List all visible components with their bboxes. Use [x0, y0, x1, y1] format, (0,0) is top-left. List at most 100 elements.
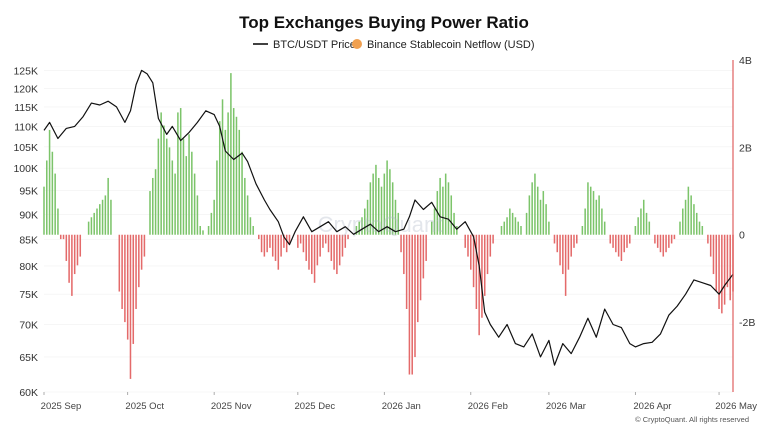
netflow-bar: [347, 234, 349, 240]
netflow-bar: [361, 217, 363, 235]
netflow-bar: [525, 212, 528, 235]
netflow-bar: [252, 226, 254, 235]
netflow-bar: [712, 234, 715, 275]
netflow-bar: [285, 234, 288, 253]
netflow-bar: [542, 191, 545, 235]
x-tick-label: 2026 Jan: [382, 401, 421, 412]
y-right-tick-label: 2B: [739, 142, 752, 154]
y-right-tick-label: -2B: [739, 317, 755, 329]
netflow-bar: [576, 234, 578, 244]
netflow-bar: [626, 234, 628, 248]
netflow-bar: [442, 186, 444, 235]
netflow-bar: [481, 234, 483, 318]
netflow-bar: [422, 234, 425, 279]
netflow-bar: [564, 234, 567, 296]
netflow-bar: [701, 226, 704, 235]
netflow-bar: [283, 234, 285, 248]
legend-netflow-label: Binance Stablecoin Netflow (USD): [367, 39, 535, 51]
y-left-tick-label: 105K: [13, 142, 38, 154]
netflow-bar: [584, 208, 586, 235]
netflow-bar: [665, 234, 667, 253]
netflow-bar: [330, 234, 333, 261]
netflow-bar: [545, 204, 547, 235]
netflow-bar: [425, 234, 427, 261]
left-axis-ticks: 60K 65K 70K 75K 80K 85K 90K 95K 100K 105K 110K 115K…: [13, 65, 38, 399]
netflow-bar: [274, 234, 277, 261]
netflow-bar: [528, 195, 531, 235]
netflow-bar: [514, 217, 517, 235]
y-left-tick-label: 100K: [13, 163, 38, 175]
x-tick-label: 2025 Dec: [294, 401, 335, 412]
netflow-bar: [642, 199, 645, 235]
netflow-bar: [269, 234, 271, 248]
netflow-bar: [464, 234, 466, 248]
netflow-bar: [536, 186, 539, 235]
netflow-bar: [489, 234, 492, 257]
y-left-tick-label: 115K: [14, 102, 38, 114]
netflow-bar: [299, 234, 302, 244]
netflow-bar: [450, 195, 453, 235]
netflow-bar: [695, 212, 698, 235]
netflow-bar: [43, 186, 45, 235]
legend-dot-marker: [352, 39, 362, 49]
netflow-bar: [589, 186, 592, 235]
y-right-tick-label: 0: [739, 230, 745, 242]
netflow-bar: [693, 204, 695, 235]
netflow-bar: [118, 234, 121, 292]
netflow-bar: [249, 217, 252, 235]
netflow-bar: [110, 199, 112, 235]
netflow-bar: [729, 234, 731, 301]
netflow-bar: [366, 199, 369, 235]
netflow-bar: [135, 234, 137, 309]
y-left-tick-label: 70K: [19, 320, 38, 332]
netflow-bar: [682, 208, 684, 235]
netflow-bar: [511, 212, 514, 235]
netflow-bar: [163, 125, 165, 235]
netflow-bar: [280, 234, 282, 257]
netflow-bar: [171, 160, 174, 235]
netflow-bar: [570, 234, 572, 257]
netflow-bar: [640, 208, 642, 235]
netflow-bar: [87, 221, 90, 235]
netflow-bar: [726, 234, 729, 288]
x-tick-label: 2026 Apr: [633, 401, 671, 412]
x-tick-label: 2025 Nov: [211, 401, 252, 412]
netflow-bar: [444, 173, 447, 235]
netflow-bar: [99, 204, 101, 235]
netflow-bar: [656, 234, 659, 248]
netflow-bar: [503, 221, 506, 235]
x-tick-label: 2025 Oct: [125, 401, 164, 412]
netflow-bar: [57, 208, 59, 235]
netflow-bar: [336, 234, 338, 275]
netflow-bar: [277, 234, 280, 270]
netflow-bar: [456, 226, 458, 235]
netflow-bar: [126, 234, 129, 340]
right-axis-ticks: 4B 2B 0 -2B: [739, 55, 755, 329]
netflow-bar: [648, 221, 651, 235]
netflow-bar: [246, 195, 249, 235]
netflow-bar: [411, 234, 413, 375]
netflow-bar: [185, 156, 188, 235]
y-left-tick-label: 90K: [19, 209, 38, 221]
netflow-bar: [338, 234, 341, 266]
netflow-bar: [380, 186, 383, 235]
netflow-bar: [168, 147, 171, 235]
netflow-bar: [394, 199, 397, 235]
netflow-bar: [308, 234, 310, 270]
netflow-bar: [182, 138, 185, 235]
chart-title: Top Exchanges Buying Power Ratio: [239, 13, 529, 32]
netflow-bar: [668, 234, 670, 248]
netflow-bar: [587, 182, 589, 235]
netflow-bar: [581, 226, 584, 235]
netflow-bar: [154, 169, 157, 235]
netflow-bar: [372, 173, 374, 235]
netflow-bar: [615, 234, 617, 253]
netflow-bar: [718, 234, 720, 309]
netflow-bar: [90, 217, 93, 235]
netflow-bar: [617, 234, 620, 257]
netflow-bar: [196, 195, 199, 235]
netflow-bar: [230, 73, 232, 235]
netflow-bar: [138, 234, 140, 288]
netflow-bar: [397, 212, 400, 235]
